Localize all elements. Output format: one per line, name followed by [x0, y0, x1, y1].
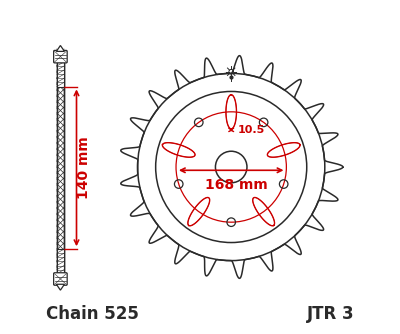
Bar	[57, 62, 64, 87]
Text: 140 mm: 140 mm	[77, 137, 91, 199]
Text: JTR 3: JTR 3	[307, 305, 354, 323]
Polygon shape	[56, 284, 64, 290]
Bar	[57, 249, 64, 274]
Bar	[57, 62, 64, 274]
Text: 10.5: 10.5	[238, 125, 265, 135]
FancyBboxPatch shape	[54, 273, 67, 285]
FancyBboxPatch shape	[54, 50, 67, 63]
Polygon shape	[56, 45, 64, 51]
Bar	[57, 62, 64, 274]
Text: Chain 525: Chain 525	[46, 305, 138, 323]
Text: 168 mm: 168 mm	[205, 178, 268, 192]
